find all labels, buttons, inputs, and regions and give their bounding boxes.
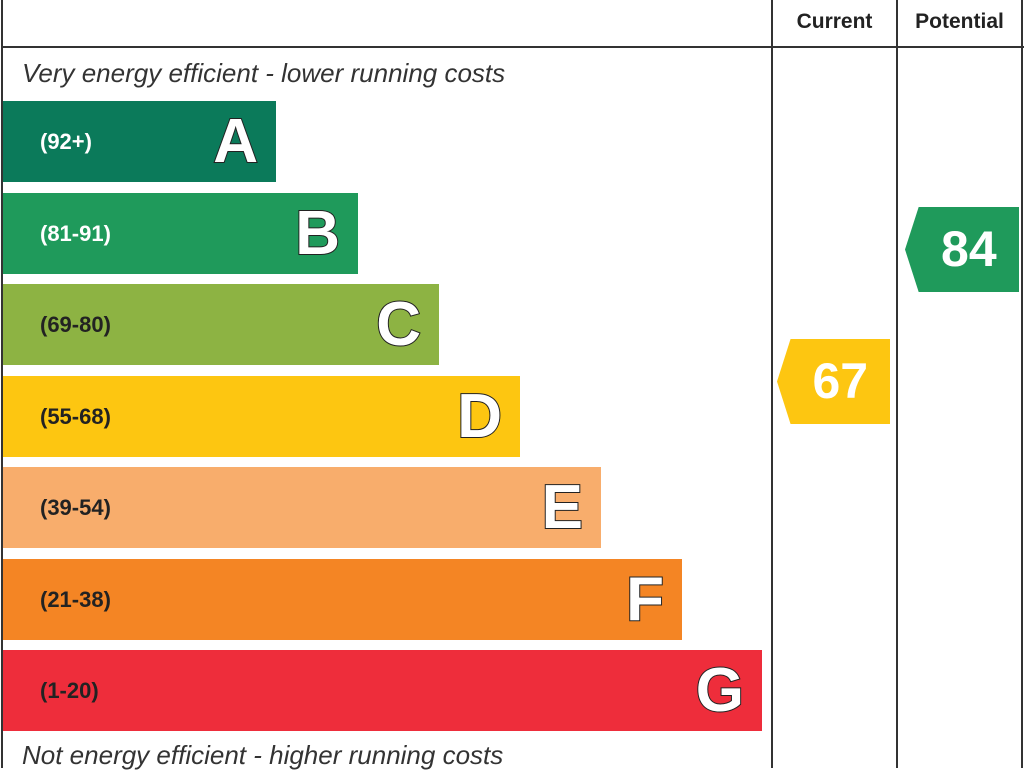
- bottom-caption: Not energy efficient - higher running co…: [22, 740, 504, 770]
- band-range: (55-68): [40, 403, 111, 429]
- right-border: [1021, 0, 1023, 768]
- band-range: (69-80): [40, 312, 111, 337]
- potential-column-divider: [896, 0, 898, 768]
- band-letter: C: [375, 289, 422, 360]
- left-border: [1, 0, 3, 768]
- band-letter: B: [294, 198, 341, 269]
- potential-header: Potential: [915, 10, 1004, 33]
- band-bar-g: (1-20) G: [3, 650, 762, 731]
- top-caption: Very energy efficient - lower running co…: [22, 58, 506, 88]
- current-column-divider: [771, 0, 773, 768]
- band-bar-c: (69-80) C: [3, 284, 439, 365]
- band-bar-f: (21-38) F: [3, 558, 682, 640]
- header-divider: [2, 46, 1024, 48]
- band-range: (39-54): [40, 495, 111, 520]
- current-rating-value: 67: [812, 353, 869, 409]
- band-bar-d: (55-68) D: [3, 375, 520, 457]
- band-range: (21-38): [40, 586, 111, 612]
- band-bar-b: (81-91) B: [3, 192, 358, 274]
- band-letter: D: [456, 381, 503, 452]
- current-rating-arrow: 67: [777, 339, 890, 424]
- band-bar-e: (39-54) E: [3, 467, 601, 548]
- band-range: (1-20): [40, 678, 99, 703]
- band-letter: E: [541, 472, 584, 543]
- potential-rating-value: 84: [941, 221, 997, 277]
- band-letter: F: [625, 564, 665, 635]
- band-letter: A: [212, 106, 259, 177]
- band-letter: G: [695, 655, 745, 726]
- current-header: Current: [796, 10, 873, 33]
- band-bar-a: (92+) A: [3, 101, 276, 182]
- band-range: (81-91): [40, 220, 111, 246]
- band-range: (92+): [40, 129, 92, 154]
- potential-rating-arrow: 84: [905, 207, 1019, 292]
